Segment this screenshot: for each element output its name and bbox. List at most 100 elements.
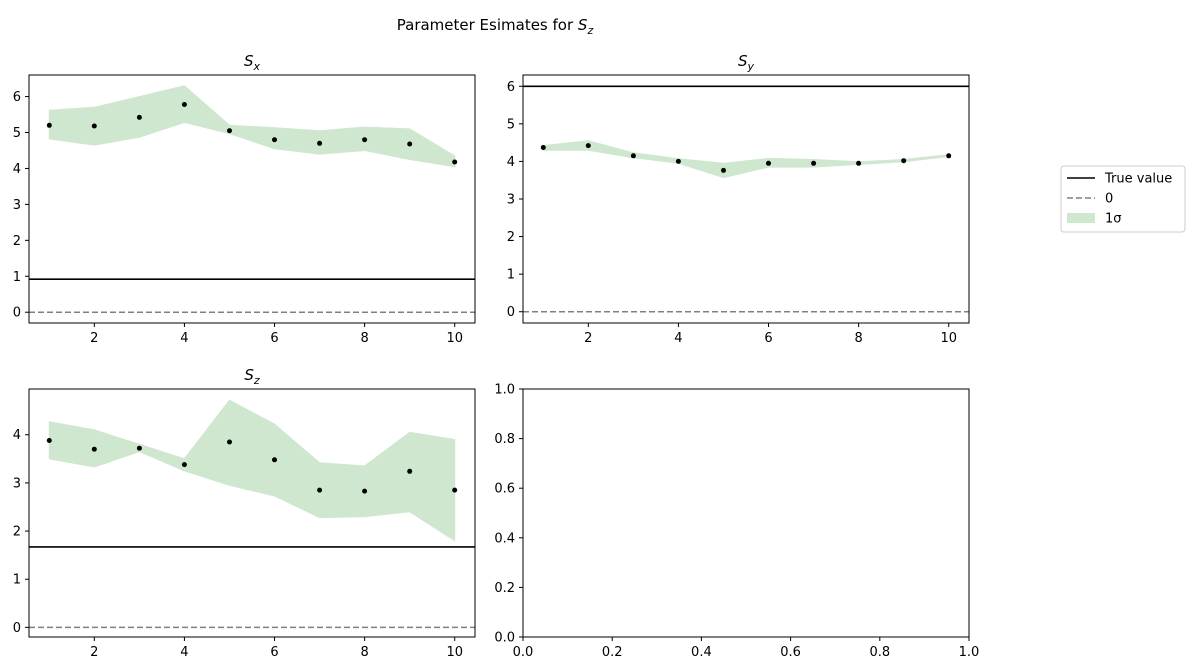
y-tick-label: 0 (13, 306, 21, 321)
y-tick-label: 2 (507, 230, 515, 245)
y-tick-label: 1 (13, 270, 21, 285)
legend-swatch-sigma (1067, 213, 1095, 223)
subplot-2: Sy 2 4 6 8 10 0 1 2 3 4 5 6 (507, 52, 970, 346)
y-tick-label: 1 (507, 268, 515, 283)
y-tick-label: 0.4 (494, 531, 515, 546)
y-tick-label: 5 (13, 126, 21, 141)
estimate-point (766, 160, 771, 166)
x-tick-label: 6 (270, 645, 278, 660)
estimate-point (407, 141, 413, 147)
estimate-point (181, 102, 187, 107)
x-tick-label: 2 (90, 645, 98, 660)
x-tick-label: 4 (674, 331, 682, 346)
estimate-point (540, 145, 546, 150)
y-tick-label: 0.2 (494, 581, 515, 596)
estimate-point (46, 438, 52, 443)
x-tick-label: 0.4 (691, 645, 712, 660)
x-tick-label: 6 (270, 331, 278, 346)
figure-title: Parameter Esimates for Sz (397, 16, 594, 37)
x-tick-label: 8 (360, 331, 368, 346)
estimate-point (721, 167, 726, 173)
estimate-point (901, 158, 907, 164)
y-tick-label: 0 (507, 305, 515, 320)
y-tick-label: 4 (13, 428, 21, 443)
estimate-point (675, 158, 681, 164)
x-tick-label: 10 (446, 331, 463, 346)
y-tick-label: 2 (13, 234, 21, 249)
y-tick-label: 0.0 (494, 631, 515, 646)
estimate-point (362, 488, 368, 494)
estimate-point (136, 114, 142, 120)
y-tick-label: 3 (13, 198, 21, 213)
subplot-title: Sx (244, 52, 261, 73)
x-tick-label: 6 (764, 331, 772, 346)
estimate-point (227, 128, 232, 134)
y-tick-label: 3 (507, 193, 515, 208)
axes-frame (28, 74, 476, 324)
x-tick-label: 4 (180, 645, 188, 660)
estimate-point (317, 140, 323, 146)
estimate-point (227, 439, 232, 445)
legend: True value 0 1σ (1060, 165, 1186, 233)
x-tick-label: 0.2 (602, 645, 623, 660)
estimate-point (91, 446, 97, 452)
x-tick-label: 1.0 (959, 645, 980, 660)
figure-title-subscript: z (586, 24, 593, 37)
legend-label: 1σ (1105, 212, 1122, 227)
subplot-title: Sy (738, 52, 755, 73)
x-tick-label: 8 (360, 645, 368, 660)
estimate-point (362, 137, 368, 143)
legend-label: 0 (1105, 192, 1113, 207)
y-tick-label: 6 (507, 80, 515, 95)
estimate-point (811, 160, 817, 166)
y-tick-label: 2 (13, 525, 21, 540)
x-tick-label: 10 (940, 331, 957, 346)
x-tick-label: 0.0 (513, 645, 534, 660)
estimate-point (136, 445, 142, 451)
subplot-3: Sz 2 4 6 8 10 0 1 2 3 4 (13, 366, 476, 660)
legend-label: True value (1104, 172, 1172, 187)
estimate-point (46, 122, 52, 128)
estimate-point (452, 159, 458, 165)
y-tick-label: 0.8 (494, 432, 515, 447)
x-tick-label: 0.6 (780, 645, 801, 660)
axes-frame (522, 388, 970, 638)
x-tick-label: 0.8 (869, 645, 890, 660)
subplots: Sx 2 4 6 8 10 0 1 2 3 4 5 6 Sy 2 4 6 8 10 0 1 2 3 4 5 6 Sz 2 4 6 8 10 0 1… (13, 52, 980, 660)
estimate-point (181, 462, 187, 468)
axes-frame (28, 388, 476, 638)
x-tick-label: 10 (446, 645, 463, 660)
estimate-point (272, 457, 277, 463)
estimate-point (585, 143, 591, 149)
y-tick-label: 5 (507, 117, 515, 132)
sigma-band (48, 399, 456, 542)
x-tick-label: 2 (584, 331, 592, 346)
y-tick-label: 1 (13, 573, 21, 588)
axes-frame (522, 74, 970, 324)
x-tick-label: 4 (180, 331, 188, 346)
subplot-4: 0.0 0.2 0.4 0.6 0.8 1.0 0.0 0.2 0.4 0.6 0.8 1.0 (494, 383, 979, 661)
estimate-point (91, 123, 97, 129)
sigma-band (48, 85, 456, 168)
estimate-point (630, 153, 636, 159)
y-tick-label: 3 (13, 476, 21, 491)
y-tick-label: 4 (13, 162, 21, 177)
estimate-point (317, 487, 323, 493)
x-tick-label: 2 (90, 331, 98, 346)
sigma-band (542, 140, 950, 179)
y-tick-label: 4 (507, 155, 515, 170)
y-tick-label: 0.6 (494, 482, 515, 497)
estimate-point (272, 137, 277, 143)
estimate-point (946, 153, 952, 159)
y-tick-label: 6 (13, 90, 21, 105)
estimate-point (452, 487, 458, 493)
estimate-point (407, 468, 413, 474)
figure-title-symbol: S (578, 16, 588, 34)
subplot-1: Sx 2 4 6 8 10 0 1 2 3 4 5 6 (13, 52, 476, 346)
x-tick-label: 8 (854, 331, 862, 346)
estimate-point (856, 160, 862, 166)
figure-title-text: Parameter Esimates for (397, 16, 578, 34)
subplot-title: Sz (244, 366, 260, 387)
y-tick-label: 0 (13, 621, 21, 636)
